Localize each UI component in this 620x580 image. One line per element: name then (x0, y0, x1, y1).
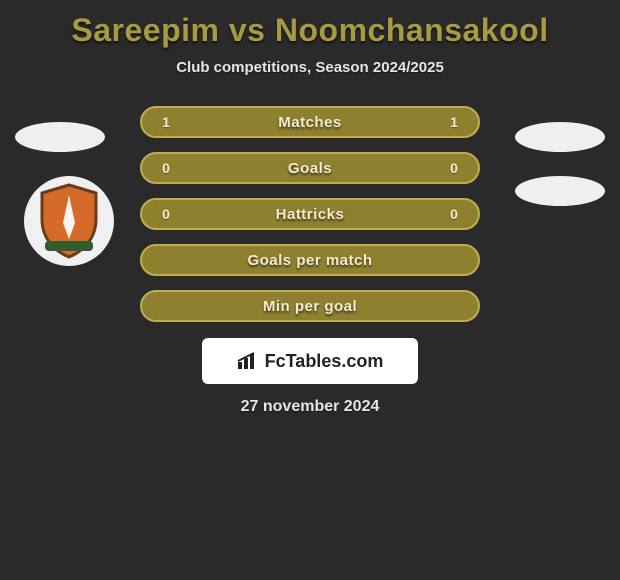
subtitle: Club competitions, Season 2024/2025 (0, 59, 620, 76)
shield-icon (36, 183, 102, 259)
player2-club-placeholder (515, 176, 605, 206)
player1-photo-placeholder (15, 122, 105, 152)
stat-label: Goals (142, 160, 478, 177)
stat-row-goals: 0Goals0 (140, 152, 480, 184)
stat-label: Goals per match (156, 252, 464, 269)
attribution-text: FcTables.com (265, 351, 384, 372)
player1-club-badge (24, 176, 114, 266)
stat-row-goals-per-match: Goals per match (140, 244, 480, 276)
attribution-badge: FcTables.com (202, 338, 418, 384)
vs-label: vs (229, 12, 266, 48)
bars-icon (237, 352, 259, 370)
player2-name: Noomchansakool (275, 12, 549, 48)
stat-label: Hattricks (142, 206, 478, 223)
stat-label: Min per goal (156, 298, 464, 315)
stat-row-matches: 1Matches1 (140, 106, 480, 138)
player1-name: Sareepim (71, 12, 219, 48)
stat-row-min-per-goal: Min per goal (140, 290, 480, 322)
page-title: Sareepim vs Noomchansakool (0, 0, 620, 49)
date-label: 27 november 2024 (0, 398, 620, 416)
stat-row-hattricks: 0Hattricks0 (140, 198, 480, 230)
player2-photo-placeholder (515, 122, 605, 152)
stat-label: Matches (142, 114, 478, 131)
